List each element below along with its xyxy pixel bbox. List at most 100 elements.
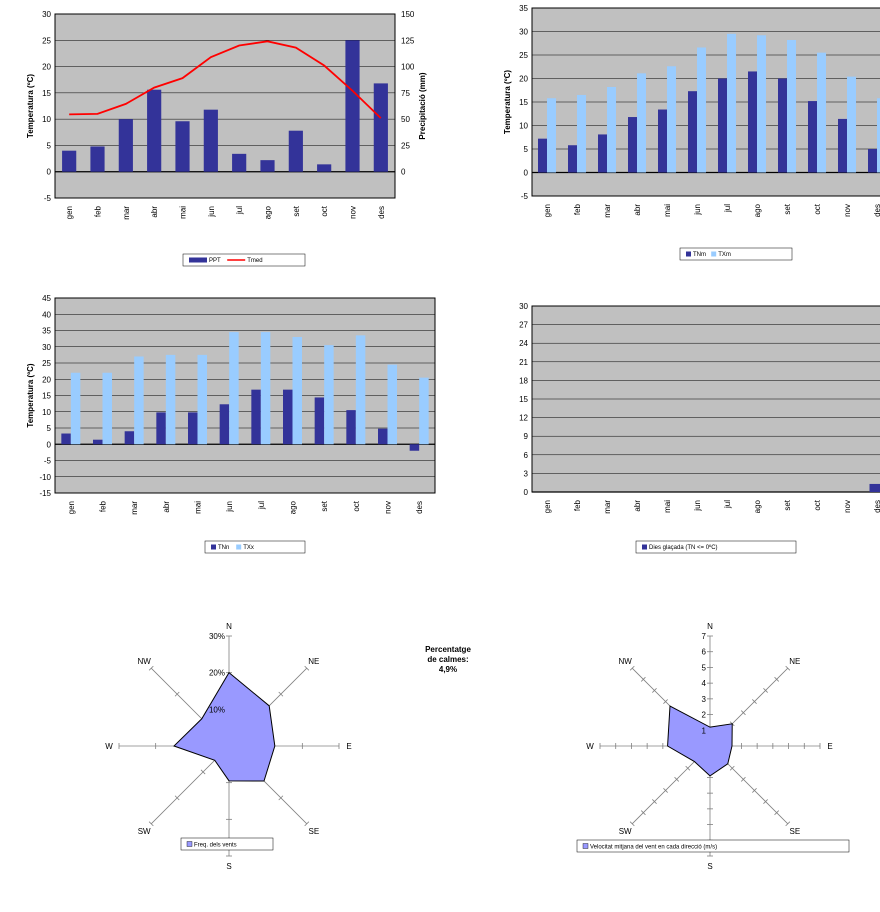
bar-tnn: [156, 412, 166, 445]
y-tick-label: -15: [39, 489, 51, 498]
line-tmed: [69, 40, 382, 119]
bar-txm: [577, 94, 586, 173]
bar-ppt: [345, 40, 360, 172]
y-tick-label: 5: [47, 424, 52, 433]
bar-tnm: [808, 101, 817, 173]
y-tick-label: 15: [519, 395, 528, 404]
x-tick-label: oct: [813, 203, 822, 214]
y-axis-label: Temperatura (ºC): [26, 74, 35, 138]
bar-tnn: [219, 404, 230, 445]
bar-ppt: [373, 83, 388, 172]
axis-tick: [740, 710, 746, 716]
bar-txm: [757, 35, 766, 173]
bar-tnm: [628, 117, 637, 173]
legend-box: [635, 540, 797, 554]
direction-label-n: N: [226, 622, 232, 631]
y-tick-label: 0: [47, 440, 52, 449]
legend: Velocitat mitjana del vent en cada direc…: [576, 839, 850, 853]
y-tick-label: 6: [524, 451, 529, 460]
x-tick-label: ago: [753, 203, 762, 217]
bar-tnn: [124, 431, 135, 445]
y-tick-label: -5: [44, 457, 52, 466]
legend: Dies glaçada (TN <= 0ºC): [635, 540, 797, 554]
axis-tick: [629, 665, 635, 671]
bar-ppt: [90, 146, 105, 172]
y-tick-label: 0: [524, 488, 529, 497]
calms-annotation: Percentatge de calmes: 4,9%: [425, 645, 471, 674]
bar-txm: [547, 98, 556, 173]
y-tick-label: 20: [519, 75, 528, 84]
y-tick-label: 0: [524, 169, 529, 178]
y-tick-label: 35: [42, 327, 51, 336]
y-tick-label: 30: [519, 302, 528, 311]
x-tick-label: gen: [543, 204, 552, 217]
legend-label: Dies glaçada (TN <= 0ºC): [649, 544, 718, 551]
x-tick-label: jul: [723, 500, 732, 509]
axis-tick: [774, 676, 780, 682]
x-tick-label: set: [320, 500, 329, 511]
bar-tnn: [61, 433, 71, 445]
bar-txx: [229, 332, 239, 445]
x-tick-label: mar: [122, 206, 131, 220]
x-tick-label: jul: [257, 501, 266, 510]
bar-tnn: [346, 410, 356, 445]
legend-label: PPT: [209, 258, 221, 264]
bar-tnn: [409, 444, 420, 451]
axis-tick: [278, 691, 284, 697]
x-tick-label: des: [873, 500, 880, 513]
axis-tick: [200, 769, 206, 775]
bar-tnn: [314, 397, 325, 445]
legend: Freq. dels vents: [180, 837, 274, 851]
x-tick-label: jun: [693, 500, 702, 512]
chart-tmin-tmax: -5 0 5 10 15 20 25 30 35 gen feb mar abr mai jun jul ago…: [503, 4, 880, 261]
y-tick-label: 45: [42, 294, 51, 303]
y-tick-label: 18: [519, 376, 528, 385]
x-tick-label: feb: [573, 499, 582, 511]
radial-tick-label: 10%: [209, 705, 225, 714]
legend-label: Velocitat mitjana del vent en cada direc…: [590, 845, 717, 851]
axis-tick: [729, 765, 735, 771]
x-tick-label: abr: [150, 206, 159, 218]
axis-tick: [740, 776, 746, 782]
bar-tnn: [93, 439, 103, 445]
y-tick-label: -5: [44, 194, 52, 203]
chart-wind-frequency: N NE E SE S SW W NW 10% 20% 30% Freq. dels vents: [105, 622, 351, 871]
bar-txx: [387, 364, 397, 445]
direction-label-e: E: [827, 742, 832, 751]
direction-label-e: E: [346, 742, 351, 751]
bar-txx: [292, 337, 302, 445]
bar-txx: [355, 335, 366, 445]
bar-txm: [667, 66, 676, 173]
y-tick-label: 12: [519, 414, 528, 423]
axis-tick: [640, 810, 646, 816]
y-tick-label: 20: [42, 63, 51, 72]
direction-label-n: N: [707, 622, 713, 631]
axis-tick: [785, 665, 791, 671]
x-tick-label: jul: [723, 204, 732, 213]
bar-txx: [102, 372, 112, 445]
y-axis-label: Temperatura (ºC): [503, 70, 512, 134]
legend-box: [204, 540, 306, 554]
legend-swatch: [186, 841, 193, 847]
bar-ppt: [118, 119, 133, 172]
radial-tick-label: 30%: [209, 632, 225, 641]
x-tick-label: feb: [99, 500, 108, 512]
bar-tnm: [598, 134, 607, 173]
plot-area: [54, 13, 396, 199]
y-tick-label: -10: [39, 473, 51, 482]
bar-tnn: [283, 389, 293, 445]
legend-swatch: [686, 251, 691, 257]
x-tick-label: des: [873, 204, 880, 217]
y-tick-label: 40: [42, 310, 51, 319]
bar-txx: [260, 332, 271, 445]
radial-tick-label: 7: [702, 632, 707, 641]
legend-label: Freq. dels vents: [194, 843, 237, 849]
y-tick-label: 35: [519, 4, 528, 13]
bar-ppt: [203, 109, 218, 172]
x-tick-label: ago: [753, 499, 762, 513]
x-tick-label: ago: [264, 205, 273, 219]
x-tick-label: oct: [813, 499, 822, 510]
axis-tick: [763, 799, 768, 804]
legend-swatch: [236, 544, 242, 550]
